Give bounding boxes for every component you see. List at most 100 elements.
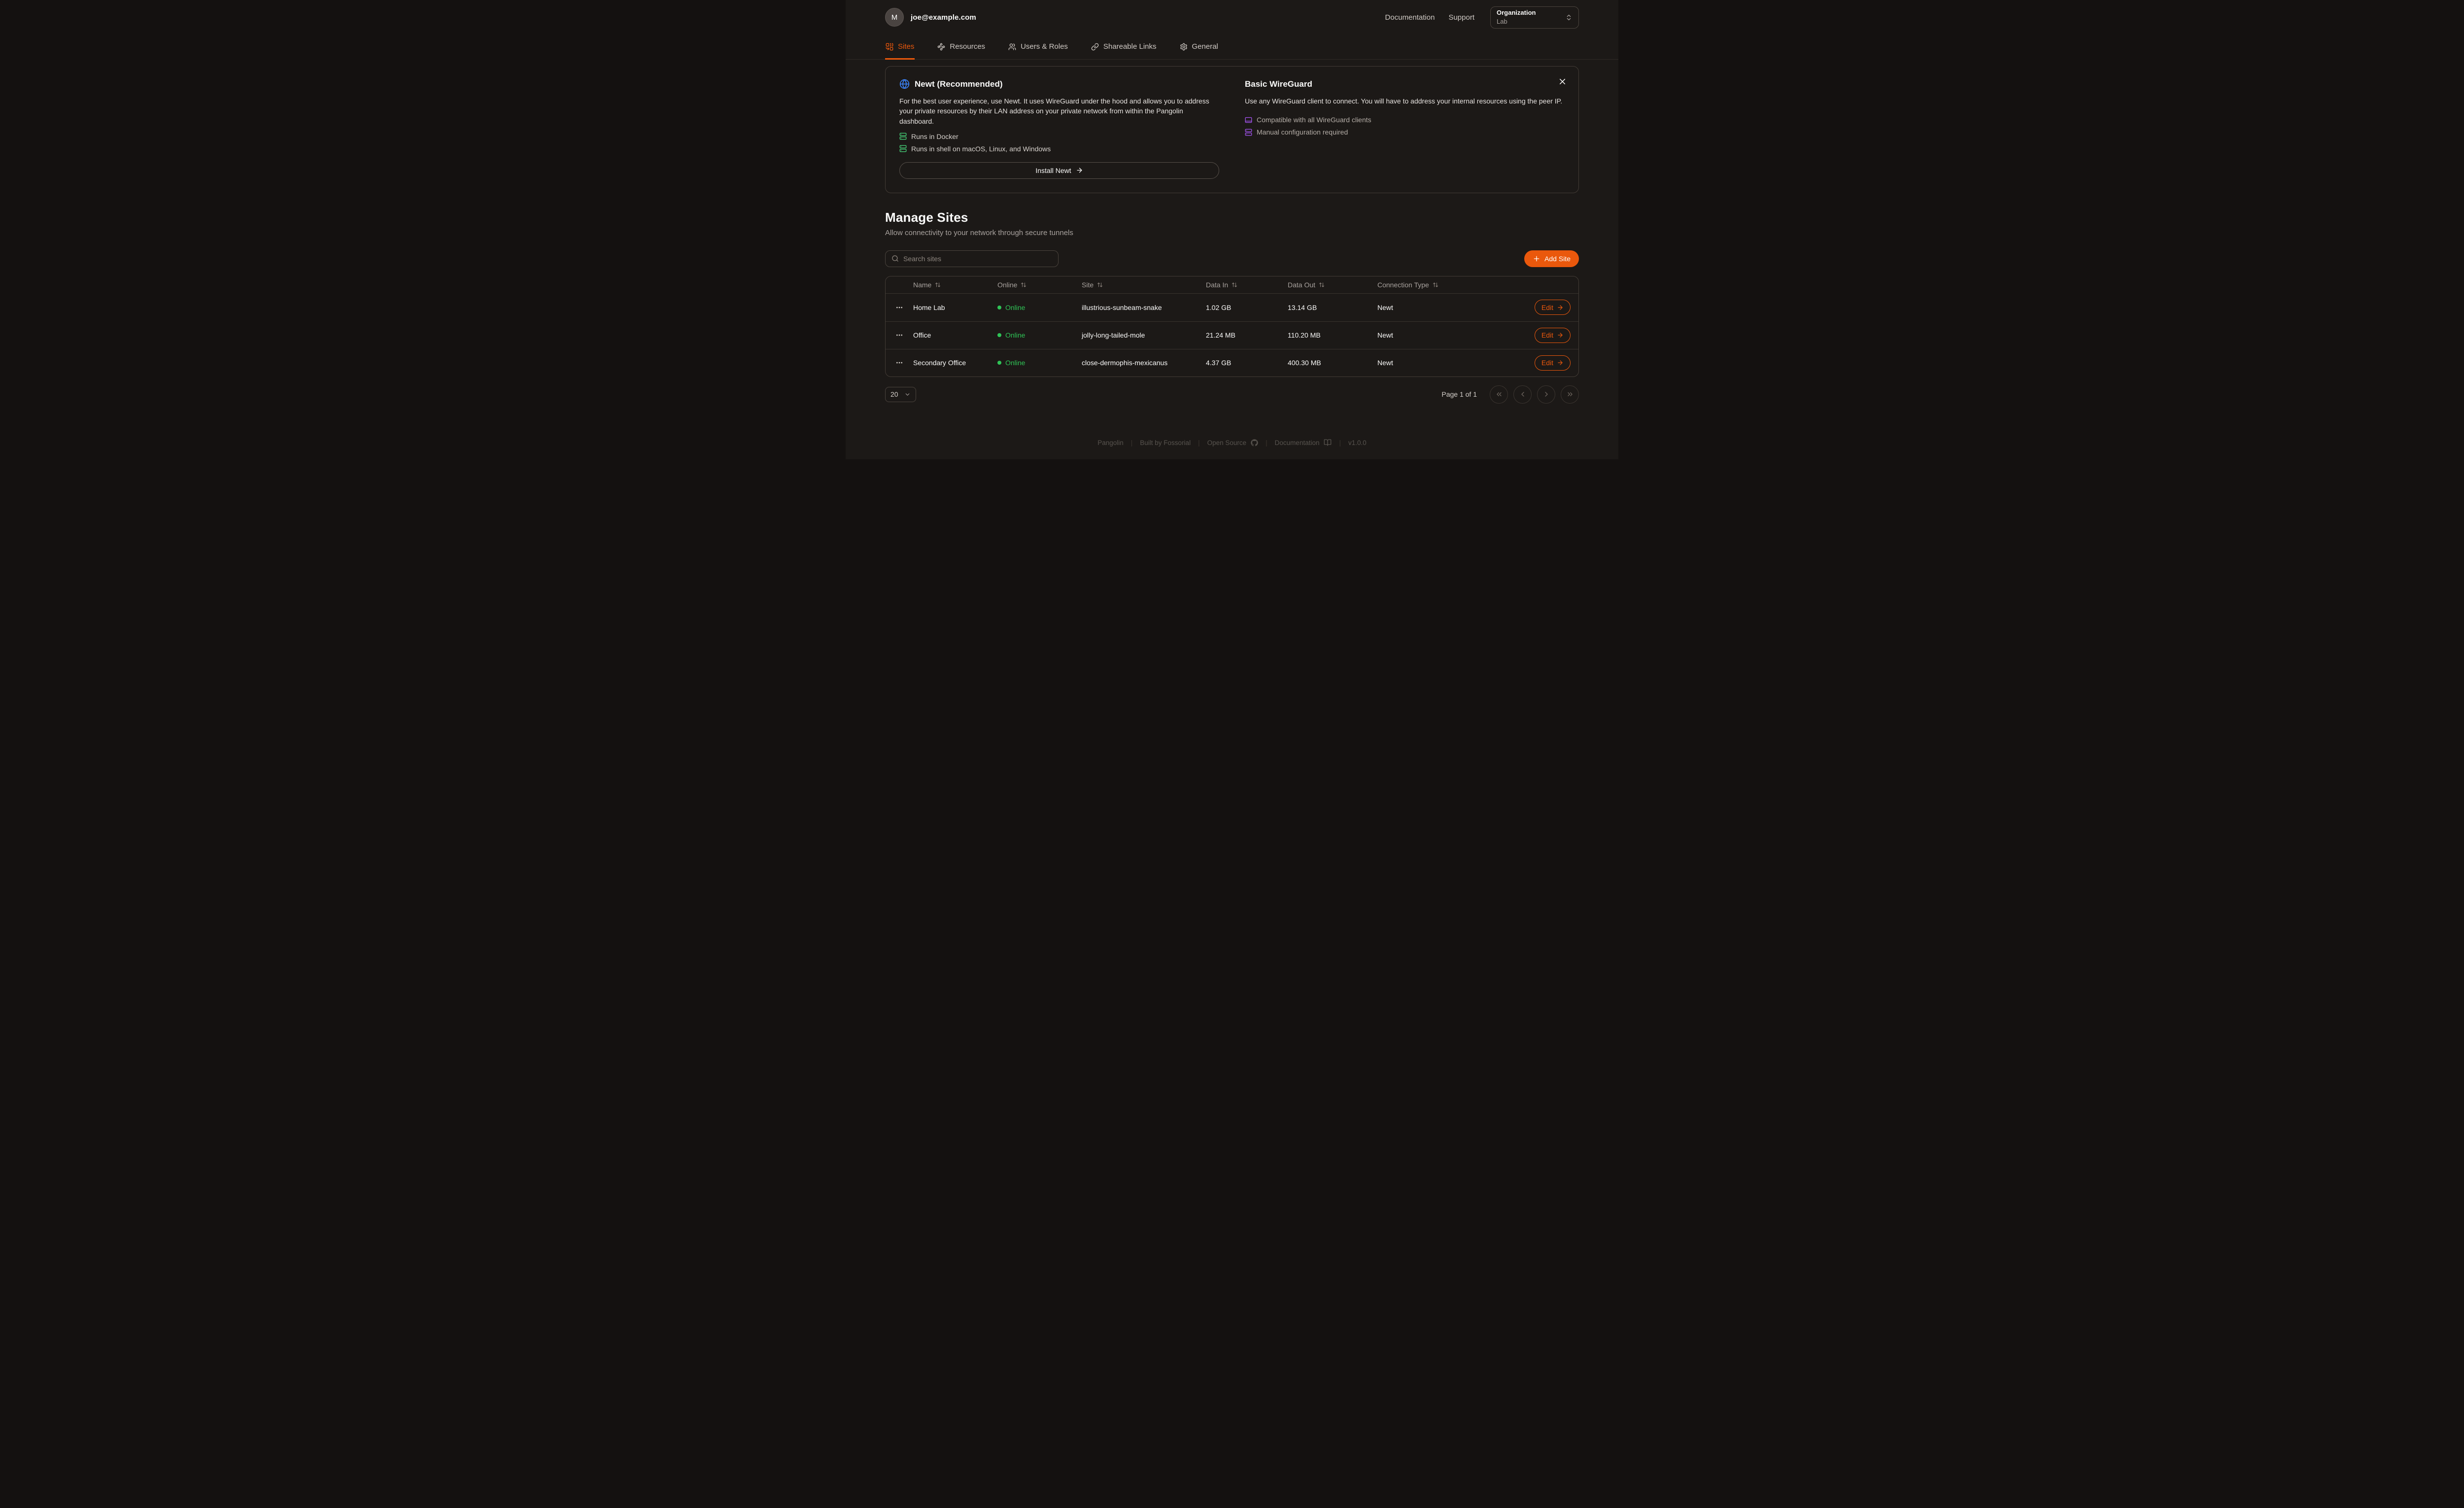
bullet-label: Compatible with all WireGuard clients: [1257, 116, 1371, 124]
avatar-initial: M: [891, 13, 898, 22]
tab-general[interactable]: General: [1179, 34, 1219, 60]
data-out: 400.30 MB: [1288, 359, 1321, 367]
user-email[interactable]: joe@example.com: [911, 13, 976, 22]
wireguard-bullet: Compatible with all WireGuard clients: [1245, 116, 1565, 124]
row-menu-icon[interactable]: [893, 329, 905, 341]
users-icon: [1008, 43, 1016, 51]
connection-methods-card: Newt (Recommended) For the best user exp…: [885, 66, 1579, 193]
connection-type: Newt: [1377, 303, 1393, 311]
sort-icon: [1097, 282, 1103, 288]
add-site-button[interactable]: Add Site: [1524, 250, 1579, 267]
support-link[interactable]: Support: [1448, 13, 1474, 22]
tab-users-roles[interactable]: Users & Roles: [1008, 34, 1068, 60]
page-size-select[interactable]: 20: [885, 386, 916, 402]
table-header-row: Name Online Site Data In Data Out Connec…: [886, 276, 1578, 294]
server-icon: [899, 145, 907, 152]
column-header-site[interactable]: Site: [1082, 281, 1206, 289]
bullet-label: Manual configuration required: [1257, 128, 1348, 137]
install-newt-button[interactable]: Install Newt: [899, 162, 1219, 179]
site-slug: illustrious-sunbeam-snake: [1082, 303, 1162, 311]
edit-site-button[interactable]: Edit: [1534, 327, 1571, 343]
page-title: Manage Sites: [885, 209, 968, 225]
sort-icon: [1433, 282, 1438, 288]
row-menu-icon[interactable]: [893, 357, 905, 369]
bullet-label: Runs in Docker: [911, 132, 958, 140]
book-open-icon: [1324, 439, 1332, 446]
sort-icon: [935, 282, 941, 288]
footer-documentation-link[interactable]: Documentation: [1275, 439, 1332, 446]
site-name: Home Lab: [913, 303, 945, 311]
footer-brand: Pangolin: [1097, 439, 1124, 446]
tab-resources[interactable]: Resources: [937, 34, 986, 60]
column-header-data-in[interactable]: Data In: [1206, 281, 1288, 289]
edit-site-button[interactable]: Edit: [1534, 300, 1571, 315]
last-page-button[interactable]: [1561, 385, 1579, 404]
tab-shareable-links[interactable]: Shareable Links: [1091, 34, 1157, 60]
data-out: 110.20 MB: [1288, 331, 1321, 340]
footer-version: v1.0.0: [1348, 439, 1367, 446]
waypoints-icon: [937, 43, 945, 51]
column-header-online[interactable]: Online: [997, 281, 1082, 289]
data-in: 1.02 GB: [1206, 303, 1232, 311]
data-out: 13.14 GB: [1288, 303, 1317, 311]
online-dot-icon: [997, 333, 1001, 338]
search-input-wrapper: [885, 250, 1059, 267]
tab-label: Sites: [898, 42, 915, 51]
online-dot-icon: [997, 361, 1001, 365]
arrow-right-icon: [1076, 167, 1083, 174]
newt-bullet: Runs in shell on macOS, Linux, and Windo…: [899, 145, 1219, 153]
site-slug: close-dermophis-mexicanus: [1082, 359, 1168, 367]
tab-bar: Sites Resources Users & Roles Shareable …: [846, 34, 1618, 60]
github-icon: [1251, 439, 1258, 446]
client-icon: [1245, 116, 1252, 124]
connection-type: Newt: [1377, 359, 1393, 367]
status-badge: Online: [997, 331, 1082, 339]
next-page-button[interactable]: [1537, 385, 1555, 404]
globe-icon: [899, 79, 910, 89]
search-icon: [891, 255, 899, 262]
connection-type: Newt: [1377, 331, 1393, 340]
sites-table: Name Online Site Data In Data Out Connec…: [885, 275, 1579, 377]
data-in: 4.37 GB: [1206, 359, 1232, 367]
server-icon: [899, 133, 907, 140]
bullet-label: Runs in shell on macOS, Linux, and Windo…: [911, 144, 1051, 153]
sort-icon: [1232, 282, 1237, 288]
row-menu-icon[interactable]: [893, 302, 905, 313]
server-icon: [1245, 129, 1252, 136]
wireguard-bullet: Manual configuration required: [1245, 128, 1565, 136]
tab-label: Shareable Links: [1103, 42, 1157, 51]
previous-page-button[interactable]: [1513, 385, 1532, 404]
site-name: Secondary Office: [913, 359, 966, 367]
install-newt-label: Install Newt: [1035, 166, 1071, 174]
newt-card-description: For the best user experience, use Newt. …: [899, 97, 1209, 125]
arrow-right-icon: [1557, 332, 1564, 339]
page-subtitle: Allow connectivity to your network throu…: [885, 228, 1073, 237]
search-input[interactable]: [903, 254, 1052, 263]
gear-icon: [1180, 43, 1188, 51]
status-badge: Online: [997, 359, 1082, 367]
column-header-data-out[interactable]: Data Out: [1288, 281, 1377, 289]
chevron-down-icon: [904, 391, 911, 398]
column-header-connection-type[interactable]: Connection Type: [1377, 281, 1518, 289]
table-row: Home Lab Online illustrious-sunbeam-snak…: [886, 294, 1578, 321]
tab-sites[interactable]: Sites: [885, 34, 915, 60]
chevrons-up-down-icon: [1565, 14, 1573, 21]
table-row: Secondary Office Online close-dermophis-…: [886, 348, 1578, 377]
avatar[interactable]: M: [885, 8, 904, 27]
combine-icon: [886, 43, 893, 51]
newt-card-title: Newt (Recommended): [915, 79, 1003, 89]
organization-label: Organization: [1497, 9, 1536, 17]
footer-open-source-link[interactable]: Open Source: [1207, 439, 1259, 446]
plus-icon: [1533, 255, 1540, 263]
pagination: 20 Page 1 of 1: [885, 385, 1579, 404]
edit-site-button[interactable]: Edit: [1534, 355, 1571, 371]
arrow-right-icon: [1557, 304, 1564, 311]
site-name: Office: [913, 331, 931, 340]
tab-label: General: [1192, 42, 1218, 51]
close-icon[interactable]: [1557, 76, 1568, 87]
first-page-button[interactable]: [1490, 385, 1508, 404]
tab-label: Resources: [950, 42, 986, 51]
documentation-link[interactable]: Documentation: [1385, 13, 1435, 22]
organization-selector[interactable]: Organization Lab: [1490, 6, 1579, 29]
column-header-name[interactable]: Name: [913, 281, 997, 289]
